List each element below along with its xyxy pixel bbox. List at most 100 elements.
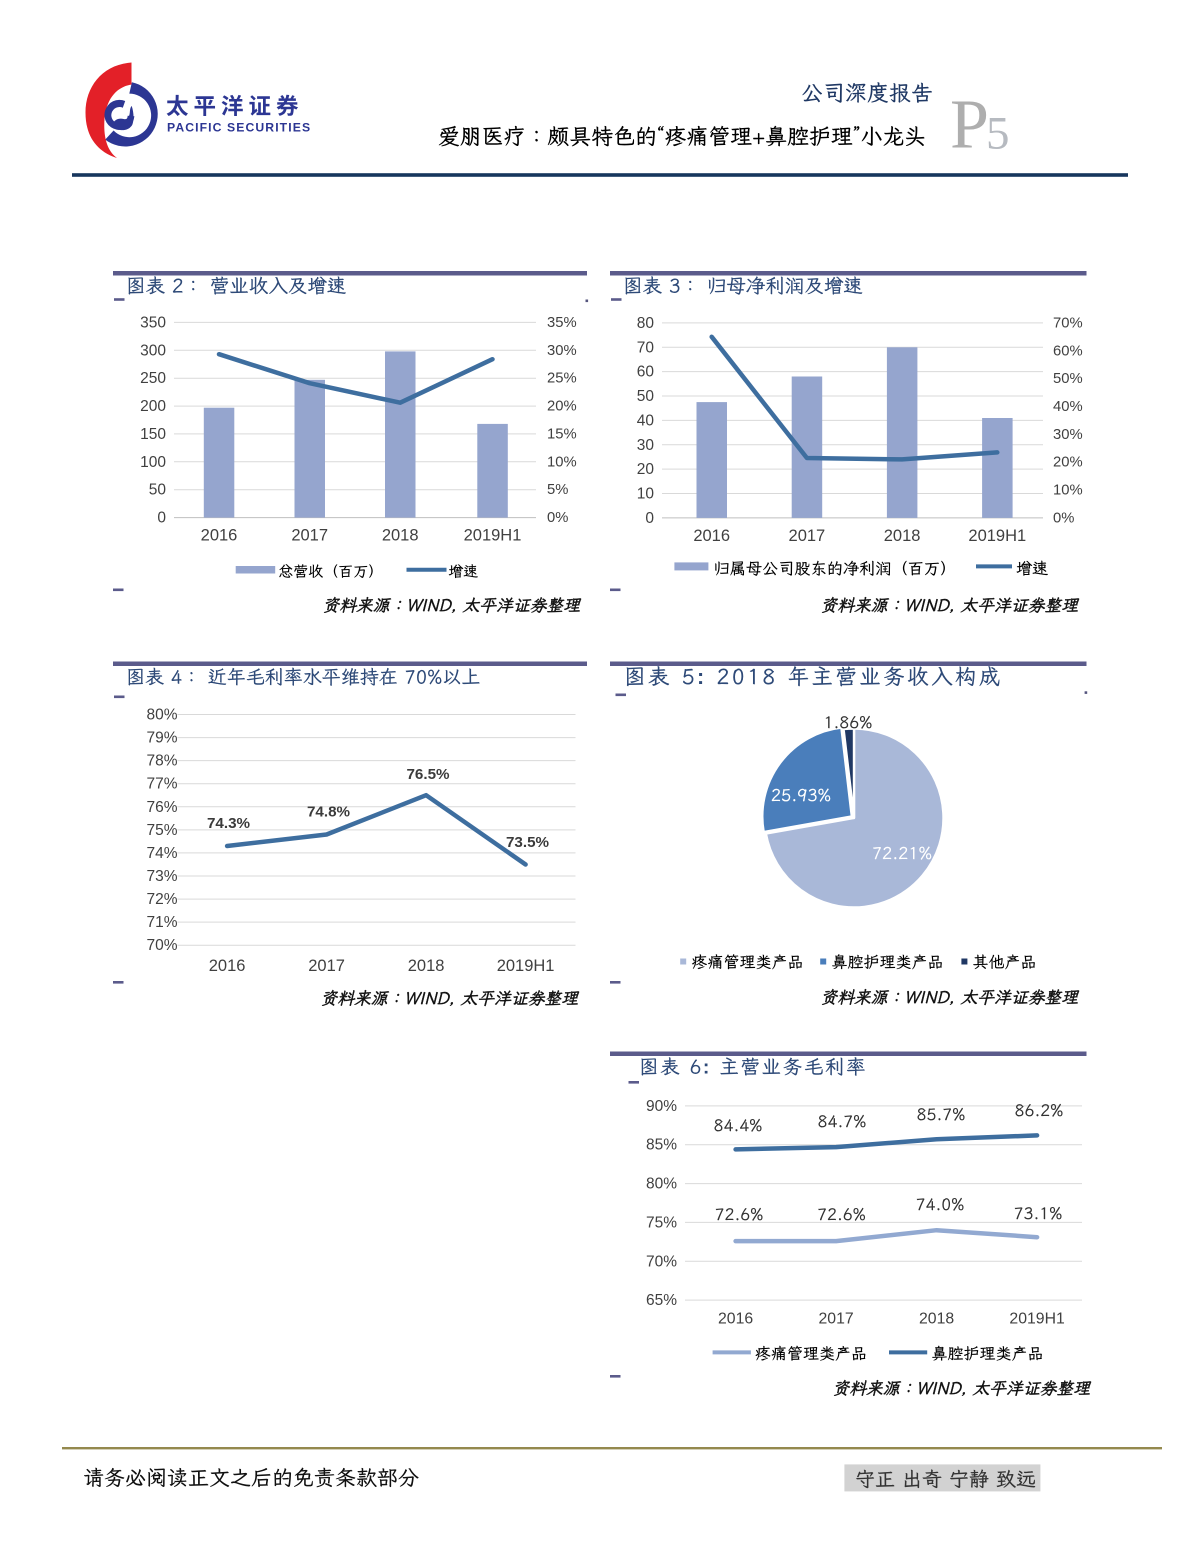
- svg-text:资料来源：WIND, 太平洋证券整理: 资料来源：WIND, 太平洋证券整理: [832, 1377, 1091, 1399]
- svg-text:30%: 30%: [1053, 427, 1083, 443]
- svg-text:10%: 10%: [1053, 483, 1083, 499]
- svg-text:40%: 40%: [1053, 399, 1083, 415]
- svg-text:75%: 75%: [646, 1214, 677, 1231]
- svg-text:增速: 增速: [448, 563, 478, 582]
- svg-text:80%: 80%: [146, 707, 177, 724]
- svg-text:84.7%: 84.7%: [818, 1110, 867, 1132]
- svg-text:1.86%: 1.86%: [824, 711, 873, 733]
- svg-text:80: 80: [637, 315, 655, 332]
- svg-text:鼻腔护理类产品: 鼻腔护理类产品: [932, 1342, 1044, 1364]
- svg-text:79%: 79%: [146, 730, 177, 747]
- svg-text:60: 60: [637, 364, 655, 381]
- svg-text:200: 200: [140, 398, 166, 415]
- svg-text:60%: 60%: [1053, 343, 1083, 359]
- svg-text:疼痛管理类产品: 疼痛管理类产品: [755, 1342, 867, 1364]
- svg-text:请务必阅读正文之后的免责条款部分: 请务必阅读正文之后的免责条款部分: [83, 1463, 419, 1491]
- svg-text:其他产品: 其他产品: [973, 951, 1037, 973]
- svg-text:50%: 50%: [1053, 371, 1083, 387]
- svg-text:74.0%: 74.0%: [916, 1193, 965, 1215]
- svg-text:25%: 25%: [547, 371, 577, 387]
- svg-text:15%: 15%: [547, 426, 577, 442]
- svg-text:76.5%: 76.5%: [406, 766, 450, 783]
- svg-text:72.21%: 72.21%: [872, 841, 932, 864]
- svg-text:70%: 70%: [146, 937, 177, 954]
- svg-text:2016: 2016: [693, 527, 730, 545]
- svg-text:300: 300: [140, 342, 166, 359]
- svg-text:归属母公司股东的净利润（百万）: 归属母公司股东的净利润（百万）: [714, 557, 957, 579]
- svg-text:5: 5: [986, 108, 1010, 160]
- svg-text:10%: 10%: [547, 454, 577, 470]
- svg-text:35%: 35%: [547, 315, 577, 331]
- svg-text:10: 10: [637, 486, 655, 503]
- svg-text:74.3%: 74.3%: [207, 815, 251, 832]
- svg-text:总营收（百万）: 总营收（百万）: [278, 563, 383, 582]
- svg-text:20: 20: [637, 461, 655, 478]
- svg-text:2019H1: 2019H1: [497, 957, 555, 975]
- svg-text:2018: 2018: [382, 527, 419, 545]
- svg-text:2018: 2018: [919, 1311, 954, 1328]
- svg-text:图表 4： 近年毛利率水平维持在 70%以上: 图表 4： 近年毛利率水平维持在 70%以上: [126, 665, 480, 690]
- svg-text:74.8%: 74.8%: [307, 804, 351, 821]
- svg-text:65%: 65%: [646, 1292, 677, 1309]
- svg-text:图表 2： 营业收入及增速: 图表 2： 营业收入及增速: [126, 273, 347, 299]
- svg-text:2017: 2017: [819, 1311, 854, 1328]
- svg-text:2016: 2016: [718, 1311, 753, 1328]
- svg-text:70: 70: [637, 339, 655, 356]
- svg-text:图表 5: 2018 年主营业务收入构成: 图表 5: 2018 年主营业务收入构成: [624, 663, 1003, 691]
- svg-text:30%: 30%: [547, 343, 577, 359]
- svg-text:2019H1: 2019H1: [968, 527, 1026, 545]
- svg-text:守正 出奇 宁静 致远: 守正 出奇 宁静 致远: [855, 1465, 1036, 1492]
- svg-text:疼痛管理类产品: 疼痛管理类产品: [692, 951, 804, 973]
- svg-text:75%: 75%: [146, 822, 177, 839]
- svg-text:20%: 20%: [547, 399, 577, 415]
- svg-text:2017: 2017: [789, 527, 826, 545]
- svg-text:爱朋医疗：颇具特色的“疼痛管理+鼻腔护理”小龙头: 爱朋医疗：颇具特色的“疼痛管理+鼻腔护理”小龙头: [438, 122, 926, 151]
- svg-text:2018: 2018: [884, 527, 921, 545]
- svg-text:73.5%: 73.5%: [506, 834, 550, 851]
- svg-text:太平洋证券: 太平洋证券: [166, 89, 304, 121]
- svg-text:73%: 73%: [146, 868, 177, 885]
- svg-text:资料来源：WIND, 太平洋证券整理: 资料来源：WIND, 太平洋证券整理: [820, 986, 1079, 1008]
- svg-text:50: 50: [149, 482, 167, 499]
- svg-text:2016: 2016: [201, 527, 238, 545]
- svg-text:74%: 74%: [146, 845, 177, 862]
- svg-text:0%: 0%: [547, 510, 568, 526]
- svg-text:PACIFIC SECURITIES: PACIFIC SECURITIES: [167, 121, 311, 135]
- svg-text:0: 0: [157, 510, 166, 527]
- svg-text:70%: 70%: [1053, 315, 1083, 331]
- svg-text:77%: 77%: [146, 776, 177, 793]
- svg-text:350: 350: [140, 314, 166, 331]
- svg-text:250: 250: [140, 370, 166, 387]
- svg-text:72%: 72%: [146, 891, 177, 908]
- svg-text:30: 30: [637, 437, 655, 454]
- svg-text:2019H1: 2019H1: [464, 527, 522, 545]
- svg-text:0%: 0%: [1053, 510, 1074, 526]
- svg-text:资料来源：WIND, 太平洋证券整理: 资料来源：WIND, 太平洋证券整理: [322, 594, 581, 616]
- svg-text:0: 0: [645, 510, 654, 527]
- svg-text:5%: 5%: [547, 482, 568, 498]
- svg-text:2017: 2017: [308, 957, 345, 975]
- svg-text:85.7%: 85.7%: [917, 1103, 966, 1125]
- svg-text:72.6%: 72.6%: [715, 1203, 764, 1225]
- svg-text:图表 3： 归母净利润及增速: 图表 3： 归母净利润及增速: [623, 273, 863, 299]
- svg-text:72.6%: 72.6%: [817, 1203, 866, 1225]
- svg-text:76%: 76%: [146, 799, 177, 816]
- svg-text:2016: 2016: [209, 957, 246, 975]
- svg-text:资料来源：WIND, 太平洋证券整理: 资料来源：WIND, 太平洋证券整理: [820, 594, 1079, 616]
- svg-text:73.1%: 73.1%: [1014, 1202, 1063, 1224]
- svg-text:50: 50: [637, 388, 655, 405]
- svg-text:2019H1: 2019H1: [1009, 1311, 1065, 1328]
- svg-text:90%: 90%: [646, 1098, 677, 1115]
- svg-text:25.93%: 25.93%: [771, 783, 831, 806]
- svg-text:公司深度报告: 公司深度报告: [801, 79, 933, 108]
- svg-text:78%: 78%: [146, 753, 177, 770]
- svg-text:2018: 2018: [408, 957, 445, 975]
- svg-text:鼻腔护理类产品: 鼻腔护理类产品: [832, 951, 944, 973]
- svg-text:图表 6: 主营业务毛利率: 图表 6: 主营业务毛利率: [639, 1054, 867, 1080]
- svg-text:资料来源：WIND, 太平洋证券整理: 资料来源：WIND, 太平洋证券整理: [320, 987, 579, 1009]
- svg-text:100: 100: [140, 454, 166, 471]
- svg-text:20%: 20%: [1053, 455, 1083, 471]
- svg-text:84.4%: 84.4%: [714, 1114, 763, 1136]
- svg-text:86.2%: 86.2%: [1015, 1099, 1064, 1121]
- svg-text:71%: 71%: [146, 914, 177, 931]
